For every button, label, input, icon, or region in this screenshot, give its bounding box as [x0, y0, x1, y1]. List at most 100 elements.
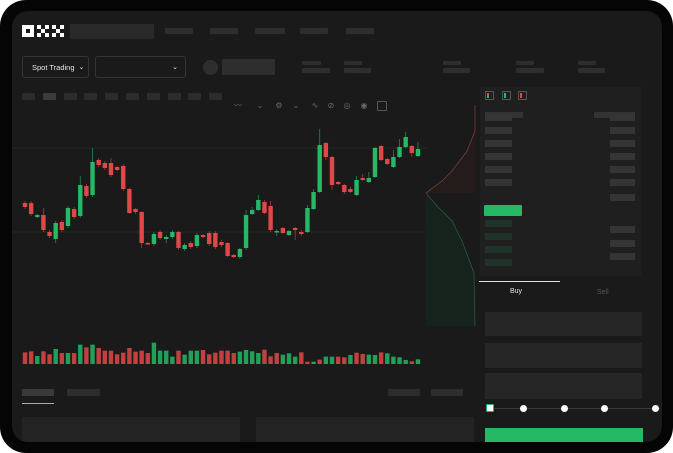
camera-icon[interactable]: ◎	[343, 101, 351, 110]
timeframe-button[interactable]	[209, 93, 223, 100]
ask-price-row[interactable]	[485, 127, 512, 134]
nav-item[interactable]	[255, 28, 285, 34]
candle	[59, 220, 65, 232]
candle-body	[121, 166, 126, 189]
volume-bar	[409, 361, 415, 364]
depth-asks-line	[425, 105, 476, 194]
book-amount-cell	[610, 240, 635, 247]
candle	[280, 227, 286, 234]
bid-price-row[interactable]	[485, 220, 512, 227]
candle-body	[47, 232, 52, 236]
slider-handle[interactable]	[486, 404, 494, 412]
candle	[225, 242, 230, 257]
timeframe-button[interactable]	[126, 93, 139, 100]
candle-body	[219, 242, 224, 245]
volume-bar	[403, 360, 408, 364]
candle	[200, 234, 206, 238]
search-bar[interactable]	[70, 24, 154, 39]
volume-bar	[249, 351, 255, 364]
tab-sell[interactable]: Sell	[597, 289, 609, 296]
timeframe-button[interactable]	[146, 93, 160, 100]
ask-price-row[interactable]	[485, 140, 512, 147]
slider-step-100[interactable]	[652, 405, 659, 412]
candle	[133, 208, 138, 214]
candle-body	[329, 157, 335, 185]
volume-bar	[299, 352, 304, 364]
tab-buy[interactable]: Buy	[510, 288, 523, 295]
slider-step-25[interactable]	[520, 405, 527, 412]
chart-type-icon[interactable]: ⌄	[256, 101, 264, 110]
timeframe-button[interactable]	[22, 93, 35, 100]
ask-price-row[interactable]	[485, 166, 512, 173]
fullscreen-icon[interactable]	[377, 101, 387, 111]
okx-logo[interactable]	[22, 25, 64, 37]
buy-submit-button[interactable]	[485, 428, 643, 442]
book-bids-view-icon[interactable]	[502, 91, 511, 100]
candle	[249, 207, 255, 215]
slider-step-50[interactable]	[561, 405, 568, 412]
settings-icon[interactable]: ⚙	[275, 101, 283, 110]
candle	[47, 230, 52, 238]
nav-item[interactable]	[165, 28, 193, 34]
volume-bar	[366, 354, 372, 364]
bid-price-row[interactable]	[485, 259, 512, 266]
book-asks-view-icon[interactable]	[518, 91, 527, 100]
filter-button[interactable]	[388, 389, 420, 396]
volume-bar	[286, 353, 292, 364]
timeframe-button[interactable]	[63, 93, 77, 100]
bid-price-row[interactable]	[485, 233, 512, 240]
candle	[256, 195, 261, 211]
ruler-icon[interactable]: ⊘	[327, 101, 335, 110]
candle-body	[182, 245, 187, 249]
bid-price-row[interactable]	[485, 246, 512, 253]
timeframe-button[interactable]	[188, 93, 202, 100]
timeframe-button[interactable]	[84, 93, 98, 100]
stat-label	[578, 61, 596, 65]
candle-body	[231, 255, 236, 257]
chevron-down-icon[interactable]: ⌄	[292, 101, 300, 110]
price-input[interactable]	[485, 312, 642, 336]
indicator-icon[interactable]: 〰	[234, 101, 242, 110]
volume-bar	[237, 351, 243, 364]
amount-input[interactable]	[485, 343, 642, 368]
timeframe-button[interactable]	[42, 93, 56, 100]
candle	[28, 201, 34, 216]
candle	[391, 150, 396, 168]
tab-open-orders[interactable]	[22, 389, 54, 396]
candle	[102, 161, 108, 170]
nav-item[interactable]	[300, 28, 328, 34]
candle-body	[378, 146, 384, 160]
book-both-view-icon[interactable]	[485, 91, 494, 100]
volume-bar	[385, 353, 390, 364]
candle-body	[317, 145, 322, 192]
candle	[71, 207, 77, 219]
target-icon[interactable]: ◉	[360, 101, 368, 110]
timeframe-button[interactable]	[105, 93, 119, 100]
slider-step-75[interactable]	[601, 405, 608, 412]
filter-button[interactable]	[431, 389, 463, 396]
candle-body	[342, 185, 347, 192]
ask-price-row[interactable]	[485, 114, 512, 121]
spot-trading-button[interactable]: Spot Trading ⌄	[22, 56, 89, 78]
volume-bar	[335, 356, 341, 364]
tab-order-history[interactable]	[67, 389, 100, 396]
candle	[237, 248, 243, 259]
candle	[397, 139, 402, 158]
ask-price-row[interactable]	[485, 179, 512, 186]
ask-price-row[interactable]	[485, 153, 512, 160]
nav-item[interactable]	[210, 28, 238, 34]
amount-slider-track[interactable]	[490, 408, 660, 409]
timeframe-button[interactable]	[167, 93, 181, 100]
candle-body	[213, 233, 218, 247]
candle	[354, 176, 359, 196]
candle	[415, 142, 421, 157]
candle	[53, 221, 58, 243]
total-input[interactable]	[485, 373, 642, 399]
candlestick-chart[interactable]	[12, 11, 482, 371]
pair-selector-dropdown[interactable]: ⌄	[95, 56, 186, 78]
line-tool-icon[interactable]: ∿	[311, 101, 319, 110]
nav-item[interactable]	[346, 28, 374, 34]
candle-body	[360, 178, 365, 180]
volume-bar	[133, 351, 138, 364]
